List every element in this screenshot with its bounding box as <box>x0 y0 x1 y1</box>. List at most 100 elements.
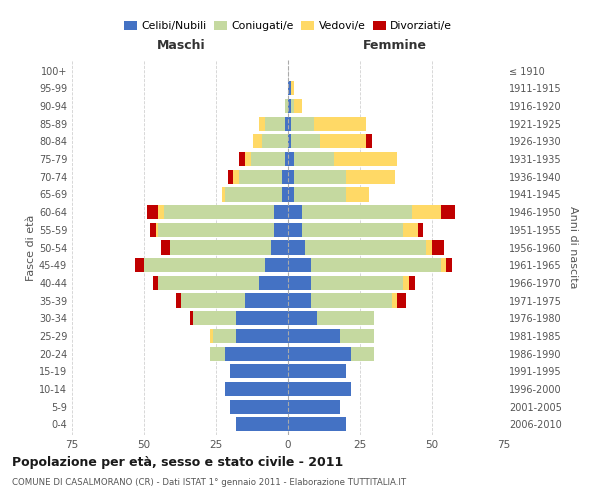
Bar <box>288 418 346 432</box>
Text: COMUNE DI CASALMORANO (CR) - Dati ISTAT 1° gennaio 2011 - Elaborazione TUTTITALI: COMUNE DI CASALMORANO (CR) - Dati ISTAT … <box>12 478 406 487</box>
Bar <box>288 205 302 219</box>
Bar <box>285 99 288 113</box>
Bar <box>288 170 294 184</box>
Bar <box>334 152 397 166</box>
Bar <box>352 346 374 360</box>
Bar <box>346 170 395 184</box>
Bar <box>230 364 288 378</box>
Bar <box>288 152 294 166</box>
Bar <box>245 152 251 166</box>
Bar <box>150 222 155 237</box>
Bar <box>155 222 158 237</box>
Bar <box>432 240 443 254</box>
Bar <box>288 346 352 360</box>
Bar <box>302 222 403 237</box>
Bar <box>224 382 288 396</box>
Bar <box>271 240 288 254</box>
Bar <box>288 400 340 414</box>
Bar <box>230 400 288 414</box>
Bar <box>288 116 291 131</box>
Bar <box>440 258 446 272</box>
Bar <box>294 152 334 166</box>
Bar <box>262 134 288 148</box>
Bar <box>158 276 259 290</box>
Bar <box>144 258 265 272</box>
Bar <box>288 311 317 326</box>
Bar <box>320 134 366 148</box>
Bar <box>236 311 288 326</box>
Bar <box>317 311 374 326</box>
Bar <box>311 258 440 272</box>
Bar <box>282 188 288 202</box>
Bar <box>224 188 282 202</box>
Bar <box>305 240 426 254</box>
Text: Femmine: Femmine <box>362 39 427 52</box>
Bar <box>346 188 368 202</box>
Bar <box>147 205 158 219</box>
Bar <box>285 116 288 131</box>
Bar <box>213 329 236 343</box>
Bar <box>397 294 406 308</box>
Bar <box>233 170 239 184</box>
Bar <box>285 152 288 166</box>
Bar <box>193 311 236 326</box>
Bar <box>274 205 288 219</box>
Bar <box>294 170 346 184</box>
Bar <box>403 222 418 237</box>
Bar <box>288 364 346 378</box>
Bar <box>311 294 392 308</box>
Bar <box>291 81 294 96</box>
Bar <box>294 99 302 113</box>
Bar <box>161 240 170 254</box>
Bar <box>409 276 415 290</box>
Bar <box>446 258 452 272</box>
Bar <box>170 240 271 254</box>
Bar <box>282 170 288 184</box>
Bar <box>253 134 262 148</box>
Bar <box>288 382 352 396</box>
Bar <box>181 294 245 308</box>
Bar <box>291 134 320 148</box>
Bar <box>291 116 314 131</box>
Bar <box>302 205 412 219</box>
Bar <box>245 294 288 308</box>
Bar <box>210 346 224 360</box>
Bar <box>366 134 371 148</box>
Y-axis label: Anni di nascita: Anni di nascita <box>568 206 578 289</box>
Bar <box>164 205 274 219</box>
Bar <box>314 116 366 131</box>
Bar <box>288 240 305 254</box>
Bar <box>288 276 311 290</box>
Bar <box>288 134 291 148</box>
Bar <box>294 188 346 202</box>
Bar <box>403 276 409 290</box>
Legend: Celibi/Nubili, Coniugati/e, Vedovi/e, Divorziati/e: Celibi/Nubili, Coniugati/e, Vedovi/e, Di… <box>119 16 457 36</box>
Bar <box>176 294 181 308</box>
Bar <box>274 222 288 237</box>
Bar <box>236 418 288 432</box>
Bar <box>158 205 164 219</box>
Bar <box>227 170 233 184</box>
Bar <box>288 81 291 96</box>
Bar <box>224 346 288 360</box>
Bar <box>288 222 302 237</box>
Bar <box>236 329 288 343</box>
Bar <box>259 116 265 131</box>
Bar <box>288 329 340 343</box>
Bar <box>392 294 397 308</box>
Bar <box>340 329 374 343</box>
Bar <box>265 258 288 272</box>
Bar <box>239 152 245 166</box>
Bar <box>288 99 291 113</box>
Bar <box>288 188 294 202</box>
Bar <box>239 170 282 184</box>
Bar <box>136 258 144 272</box>
Bar <box>291 99 294 113</box>
Bar <box>412 205 440 219</box>
Bar <box>259 276 288 290</box>
Bar <box>158 222 274 237</box>
Bar <box>426 240 432 254</box>
Text: Maschi: Maschi <box>157 39 206 52</box>
Bar <box>251 152 285 166</box>
Text: Popolazione per età, sesso e stato civile - 2011: Popolazione per età, sesso e stato civil… <box>12 456 343 469</box>
